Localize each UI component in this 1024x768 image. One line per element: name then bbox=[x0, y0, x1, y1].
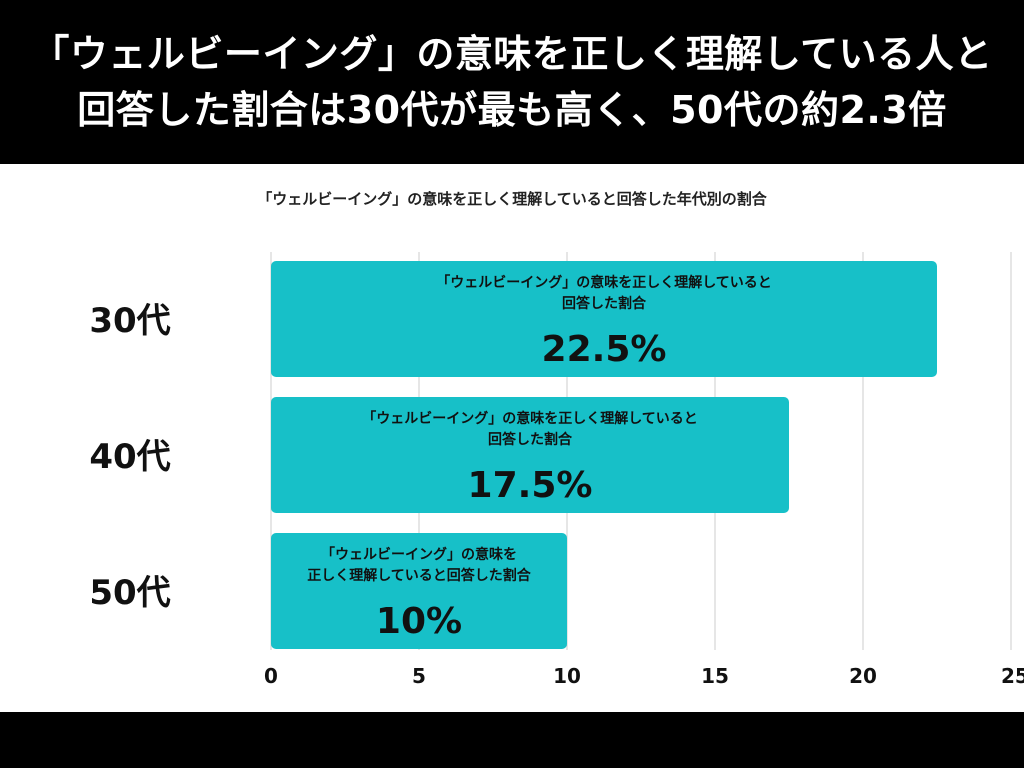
bar-value-label-1: 17.5% bbox=[468, 465, 593, 506]
header-banner: 「ウェルビーイング」の意味を正しく理解している人と 回答した割合は30代が最も高… bbox=[0, 0, 1024, 164]
bar-label-0-line-0: 「ウェルビーイング」の意味を正しく理解していると bbox=[436, 274, 772, 291]
bar-label-0-line-1: 回答した割合 bbox=[562, 295, 647, 312]
bar-value-label-0: 22.5% bbox=[542, 329, 667, 370]
bar-0 bbox=[271, 261, 937, 377]
x-tick-label-0: 0 bbox=[264, 664, 278, 688]
bar-label-1-line-0: 「ウェルビーイング」の意味を正しく理解していると bbox=[362, 410, 698, 427]
footer-bar bbox=[0, 712, 1024, 768]
headline-line-1: 「ウェルビーイング」の意味を正しく理解している人と bbox=[31, 32, 993, 76]
bar-label-1-line-1: 回答した割合 bbox=[488, 431, 573, 448]
bar-label-2-line-0: 「ウェルビーイング」の意味を bbox=[321, 546, 517, 563]
bar-value-label-2: 10% bbox=[376, 601, 462, 642]
x-tick-label-2: 10 bbox=[553, 664, 581, 688]
x-tick-label-5: 25 bbox=[1001, 664, 1024, 688]
bar-1 bbox=[271, 397, 789, 513]
x-tick-label-4: 20 bbox=[849, 664, 877, 688]
x-tick-label-1: 5 bbox=[412, 664, 426, 688]
headline-line-2: 回答した割合は30代が最も高く、50代の約2.3倍 bbox=[77, 88, 947, 132]
chart-title: 「ウェルビーイング」の意味を正しく理解していると回答した年代別の割合 bbox=[257, 190, 767, 208]
category-label-2: 50代 bbox=[89, 573, 170, 613]
x-tick-label-3: 15 bbox=[701, 664, 729, 688]
bar-2 bbox=[271, 533, 567, 649]
category-label-0: 30代 bbox=[89, 301, 170, 341]
category-label-1: 40代 bbox=[89, 437, 170, 477]
bar-label-2-line-1: 正しく理解していると回答した割合 bbox=[307, 567, 532, 584]
